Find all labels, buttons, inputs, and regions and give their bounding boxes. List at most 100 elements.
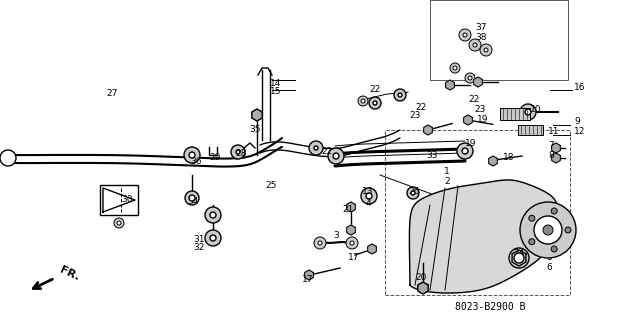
Text: 4: 4: [365, 199, 371, 209]
Text: 22: 22: [468, 95, 479, 105]
Circle shape: [314, 237, 326, 249]
Text: 19: 19: [465, 138, 477, 147]
Circle shape: [520, 104, 536, 120]
Circle shape: [309, 141, 323, 155]
Text: 2: 2: [444, 177, 450, 187]
Bar: [500, 108, 530, 120]
Text: 14: 14: [270, 78, 282, 87]
Text: 27: 27: [106, 88, 118, 98]
Circle shape: [369, 97, 381, 109]
Circle shape: [361, 188, 377, 204]
Text: 5: 5: [546, 254, 552, 263]
Circle shape: [462, 148, 468, 154]
Circle shape: [314, 146, 318, 150]
Circle shape: [333, 153, 339, 159]
Text: 12: 12: [574, 127, 586, 136]
Circle shape: [453, 66, 457, 70]
Circle shape: [480, 44, 492, 56]
Text: 22: 22: [321, 147, 332, 157]
Circle shape: [231, 145, 245, 159]
Text: 20: 20: [415, 273, 427, 283]
Circle shape: [361, 99, 365, 103]
Text: 10: 10: [531, 106, 541, 115]
Circle shape: [394, 89, 406, 101]
Circle shape: [318, 241, 322, 245]
Circle shape: [117, 221, 121, 225]
Text: 13: 13: [362, 188, 374, 197]
Circle shape: [469, 39, 481, 51]
Text: 1: 1: [444, 167, 450, 176]
Polygon shape: [512, 250, 526, 266]
Text: 8023-B2900 B: 8023-B2900 B: [455, 302, 525, 312]
Circle shape: [520, 202, 576, 258]
Text: 21: 21: [342, 205, 354, 214]
Text: 18: 18: [503, 153, 515, 162]
Text: 34: 34: [188, 197, 198, 205]
Circle shape: [509, 248, 529, 268]
Circle shape: [543, 225, 553, 235]
Circle shape: [205, 230, 221, 246]
Circle shape: [205, 207, 221, 223]
Text: FR.: FR.: [58, 265, 81, 283]
Circle shape: [328, 148, 344, 164]
Circle shape: [459, 29, 471, 41]
Polygon shape: [367, 244, 376, 254]
Circle shape: [534, 216, 562, 244]
Text: 29: 29: [209, 152, 221, 161]
Bar: [518, 125, 543, 135]
Circle shape: [450, 63, 460, 73]
Circle shape: [350, 241, 354, 245]
Text: 15: 15: [270, 87, 282, 97]
Text: 22: 22: [369, 85, 380, 93]
Text: 11: 11: [548, 127, 559, 136]
Circle shape: [465, 73, 475, 83]
Text: 32: 32: [193, 243, 205, 253]
Bar: [385, 130, 570, 295]
Circle shape: [551, 208, 557, 214]
Polygon shape: [347, 202, 355, 212]
Text: 37: 37: [476, 24, 487, 33]
Text: 33: 33: [426, 151, 438, 160]
Circle shape: [236, 150, 240, 154]
Text: 23: 23: [474, 105, 486, 114]
Polygon shape: [347, 225, 355, 235]
Circle shape: [411, 191, 415, 195]
Circle shape: [210, 235, 216, 241]
Text: 35: 35: [249, 125, 260, 135]
Circle shape: [366, 193, 372, 199]
Circle shape: [463, 33, 467, 37]
Text: 36: 36: [190, 157, 202, 166]
Text: 8: 8: [548, 151, 554, 160]
Text: 22: 22: [415, 103, 427, 113]
Text: 16: 16: [574, 83, 586, 92]
Circle shape: [184, 147, 200, 163]
Circle shape: [189, 152, 195, 158]
Circle shape: [407, 187, 419, 199]
Circle shape: [398, 93, 402, 97]
Text: 7: 7: [548, 140, 554, 150]
Circle shape: [473, 43, 477, 47]
Text: 31: 31: [193, 234, 205, 243]
Polygon shape: [445, 80, 454, 90]
Circle shape: [358, 96, 368, 106]
Polygon shape: [552, 153, 561, 163]
Text: 6: 6: [546, 263, 552, 272]
Text: 25: 25: [266, 181, 276, 189]
Circle shape: [484, 48, 488, 52]
Text: 23: 23: [410, 112, 420, 121]
Polygon shape: [474, 77, 483, 87]
Polygon shape: [410, 180, 558, 293]
Circle shape: [525, 109, 531, 115]
Circle shape: [0, 150, 16, 166]
Text: 38: 38: [476, 33, 487, 42]
Text: 30: 30: [121, 195, 132, 204]
Text: 19: 19: [477, 115, 489, 124]
Text: 3: 3: [333, 232, 339, 241]
Polygon shape: [552, 143, 561, 153]
Circle shape: [529, 215, 535, 221]
Text: 17: 17: [302, 275, 314, 284]
Circle shape: [529, 239, 535, 245]
Circle shape: [565, 227, 571, 233]
Text: 28: 28: [236, 149, 246, 158]
Polygon shape: [424, 125, 433, 135]
